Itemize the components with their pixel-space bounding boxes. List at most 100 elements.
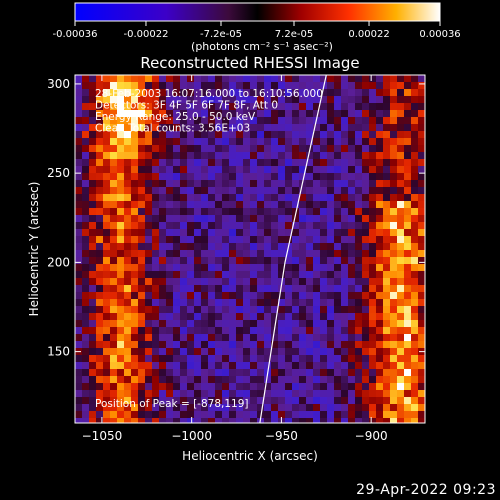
heatmap-cell <box>320 397 328 405</box>
heatmap-cell <box>334 75 342 83</box>
heatmap-cell <box>250 159 258 167</box>
heatmap-cell <box>383 369 391 377</box>
heatmap-cell <box>229 194 237 202</box>
heatmap-cell <box>397 243 405 251</box>
heatmap-cell <box>390 292 398 300</box>
heatmap-cell <box>110 117 118 125</box>
heatmap-cell <box>145 369 153 377</box>
heatmap-cell <box>222 187 230 195</box>
heatmap-cell <box>257 152 265 160</box>
heatmap-cell <box>299 173 307 181</box>
heatmap-cell <box>285 194 293 202</box>
heatmap-cell <box>152 180 160 188</box>
heatmap-cell <box>292 194 300 202</box>
heatmap-cell <box>306 215 314 223</box>
heatmap-cell <box>96 334 104 342</box>
heatmap-cell <box>369 369 377 377</box>
heatmap-cell <box>236 75 244 83</box>
heatmap-cell <box>166 313 174 321</box>
heatmap-cell <box>131 208 139 216</box>
heatmap-cell <box>362 348 370 356</box>
heatmap-cell <box>187 110 195 118</box>
heatmap-cell <box>89 201 97 209</box>
heatmap-cell <box>313 334 321 342</box>
heatmap-cell <box>194 159 202 167</box>
heatmap-cell <box>96 383 104 391</box>
heatmap-cell <box>138 194 146 202</box>
heatmap-cell <box>201 201 209 209</box>
heatmap-cell <box>355 159 363 167</box>
heatmap-cell <box>96 418 104 423</box>
heatmap-cell <box>117 222 125 230</box>
heatmap-cell <box>166 75 174 83</box>
heatmap-cell <box>376 215 384 223</box>
heatmap-cell <box>145 285 153 293</box>
heatmap-cell <box>320 264 328 272</box>
heatmap-cell <box>152 208 160 216</box>
heatmap-cell <box>397 194 405 202</box>
heatmap-cell <box>201 285 209 293</box>
heatmap-cell <box>236 404 244 412</box>
heatmap-cell <box>82 131 90 139</box>
heatmap-cell <box>243 411 251 419</box>
heatmap-cell <box>397 341 405 349</box>
heatmap-cell <box>250 75 258 83</box>
heatmap-cell <box>299 75 307 83</box>
heatmap-cell <box>278 355 286 363</box>
heatmap-cell <box>89 131 97 139</box>
heatmap-cell <box>103 355 111 363</box>
heatmap-cell <box>313 208 321 216</box>
heatmap-cell <box>131 320 139 328</box>
heatmap-cell <box>411 411 419 419</box>
heatmap-cell <box>117 152 125 160</box>
heatmap-cell <box>89 320 97 328</box>
heatmap-cell <box>348 152 356 160</box>
heatmap-cell <box>180 362 188 370</box>
heatmap-cell <box>138 229 146 237</box>
heatmap-cell <box>404 138 412 146</box>
heatmap-cell <box>180 138 188 146</box>
heatmap-cell <box>187 159 195 167</box>
heatmap-cell <box>222 152 230 160</box>
heatmap-cell <box>285 404 293 412</box>
heatmap-cell <box>236 152 244 160</box>
heatmap-cell <box>362 390 370 398</box>
heatmap-cell <box>362 222 370 230</box>
heatmap-cell <box>201 404 209 412</box>
heatmap-cell <box>124 411 132 419</box>
heatmap-cell <box>341 299 349 307</box>
heatmap-cell <box>376 383 384 391</box>
heatmap-cell <box>383 390 391 398</box>
heatmap-cell <box>341 201 349 209</box>
heatmap-cell <box>362 334 370 342</box>
heatmap-cell <box>117 215 125 223</box>
heatmap-cell <box>257 124 265 132</box>
heatmap-image <box>75 75 425 423</box>
heatmap-cell <box>404 89 412 97</box>
heatmap-cell <box>117 180 125 188</box>
heatmap-cell <box>201 362 209 370</box>
heatmap-cell <box>229 383 237 391</box>
heatmap-cell <box>369 229 377 237</box>
heatmap-cell <box>110 299 118 307</box>
heatmap-cell <box>82 306 90 314</box>
heatmap-cell <box>376 390 384 398</box>
heatmap-cell <box>166 327 174 335</box>
heatmap-cell <box>222 404 230 412</box>
heatmap-cell <box>131 75 139 83</box>
heatmap-cell <box>313 75 321 83</box>
heatmap-cell <box>124 243 132 251</box>
heatmap-cell <box>299 334 307 342</box>
heatmap-cell <box>117 75 125 83</box>
heatmap-cell <box>131 194 139 202</box>
heatmap-cell <box>376 201 384 209</box>
heatmap-cell <box>313 194 321 202</box>
heatmap-cell <box>194 152 202 160</box>
heatmap-cell <box>222 292 230 300</box>
heatmap-cell <box>89 271 97 279</box>
heatmap-cell <box>278 180 286 188</box>
heatmap-cell <box>369 173 377 181</box>
heatmap-cell <box>180 96 188 104</box>
heatmap-cell <box>229 117 237 125</box>
heatmap-cell <box>278 397 286 405</box>
